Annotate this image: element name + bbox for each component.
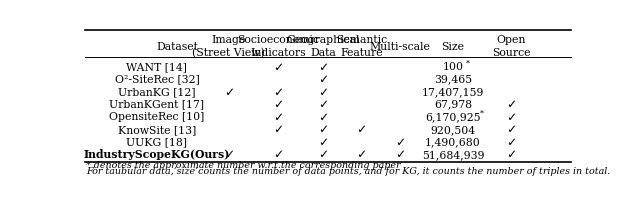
Text: 1,490,680: 1,490,680	[425, 137, 481, 147]
Text: *: *	[480, 110, 484, 118]
Text: ✓: ✓	[395, 148, 405, 161]
Text: 6,170,925: 6,170,925	[425, 112, 481, 122]
Text: Semantic: Semantic	[336, 35, 387, 45]
Text: ✓: ✓	[506, 98, 516, 111]
Text: *: *	[465, 60, 469, 68]
Text: ✓: ✓	[395, 136, 405, 149]
Text: ✓: ✓	[223, 148, 234, 161]
Text: For taubular data,‘size’counts the number of data points, and for KG, it counts : For taubular data,‘size’counts the numbe…	[86, 167, 610, 176]
Text: ✓: ✓	[506, 148, 516, 161]
Text: Image: Image	[212, 35, 246, 45]
Text: UrbanKG [12]: UrbanKG [12]	[118, 87, 196, 97]
Text: Feature: Feature	[340, 48, 383, 58]
Text: ✓: ✓	[318, 98, 328, 111]
Text: Open: Open	[497, 35, 526, 45]
Text: ✓: ✓	[318, 61, 328, 74]
Text: KnowSite [13]: KnowSite [13]	[118, 125, 196, 135]
Text: UrbanKGent [17]: UrbanKGent [17]	[109, 100, 204, 110]
Text: 920,504: 920,504	[431, 125, 476, 135]
Text: ✓: ✓	[273, 61, 284, 74]
Text: ✓: ✓	[356, 123, 367, 136]
Text: O²-SiteRec [32]: O²-SiteRec [32]	[115, 75, 199, 85]
Text: 100: 100	[442, 62, 463, 72]
Text: OpensiteRec [10]: OpensiteRec [10]	[109, 112, 205, 122]
Text: Data: Data	[310, 48, 336, 58]
Text: 39,465: 39,465	[434, 75, 472, 85]
Text: * denotes the approximate number w.r.t.the corresponding paper: * denotes the approximate number w.r.t.t…	[86, 161, 401, 170]
Text: ✓: ✓	[223, 86, 234, 99]
Text: Source: Source	[492, 48, 531, 58]
Text: ✓: ✓	[318, 73, 328, 86]
Text: ✓: ✓	[318, 86, 328, 99]
Text: ✓: ✓	[506, 111, 516, 124]
Text: 67,978: 67,978	[434, 100, 472, 110]
Text: ✓: ✓	[318, 123, 328, 136]
Text: ✓: ✓	[273, 148, 284, 161]
Text: ✓: ✓	[356, 148, 367, 161]
Text: ✓: ✓	[318, 136, 328, 149]
Text: 17,407,159: 17,407,159	[422, 87, 484, 97]
Text: ✓: ✓	[273, 111, 284, 124]
Text: Geographical: Geographical	[286, 35, 360, 45]
Text: IndustryScopeKG(Ours): IndustryScopeKG(Ours)	[84, 149, 230, 160]
Text: ✓: ✓	[318, 148, 328, 161]
Text: ✓: ✓	[506, 136, 516, 149]
Text: ✓: ✓	[273, 98, 284, 111]
Text: (Street View): (Street View)	[193, 48, 265, 58]
Text: Size: Size	[442, 42, 465, 52]
Text: ✓: ✓	[318, 111, 328, 124]
Text: ✓: ✓	[273, 123, 284, 136]
Text: ✓: ✓	[506, 123, 516, 136]
Text: Indicators: Indicators	[251, 48, 306, 58]
Text: Multi-scale: Multi-scale	[369, 42, 430, 52]
Text: Socioeconomic: Socioeconomic	[237, 35, 319, 45]
Text: UUKG [18]: UUKG [18]	[126, 137, 188, 147]
Text: ✓: ✓	[273, 86, 284, 99]
Text: Dataset: Dataset	[157, 42, 199, 52]
Text: WANT [14]: WANT [14]	[127, 62, 188, 72]
Text: 51,684,939: 51,684,939	[422, 150, 484, 160]
